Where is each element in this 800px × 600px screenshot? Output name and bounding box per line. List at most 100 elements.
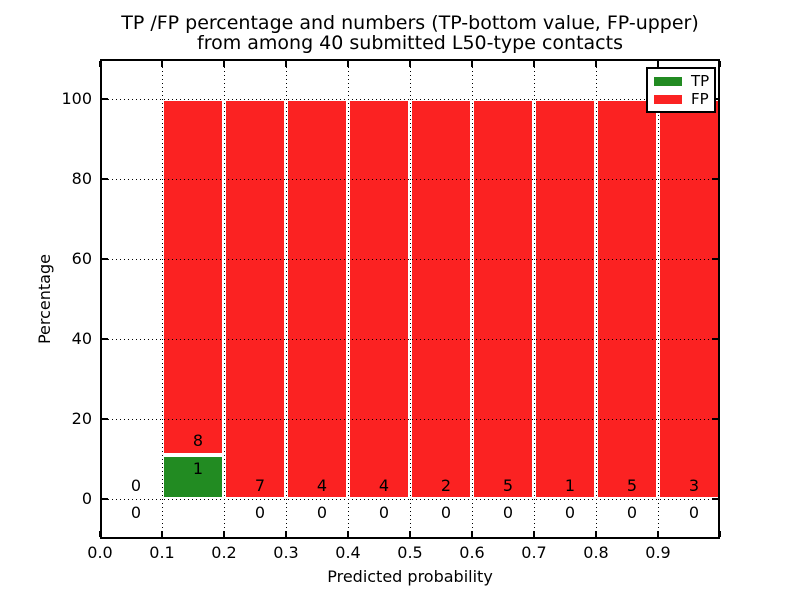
y-tick-mark: [102, 338, 108, 340]
gridline-vertical: [596, 59, 597, 539]
tp-count-label: 0: [564, 503, 576, 523]
gridline-vertical: [534, 59, 535, 539]
y-tick-label: 100: [61, 89, 92, 108]
y-tick-mark: [102, 498, 108, 500]
fp-count-label: 2: [440, 475, 452, 495]
y-axis-label: Percentage: [35, 254, 54, 345]
tp-count-label: 0: [688, 503, 700, 523]
chart-title-line2: from among 40 submitted L50-type contact…: [197, 32, 623, 54]
chart-title-line1: TP /FP percentage and numbers (TP-bottom…: [121, 12, 699, 34]
gridline-vertical: [162, 59, 163, 539]
x-tick-mark-top: [719, 61, 721, 67]
x-tick-mark: [285, 531, 287, 537]
y-tick-mark: [102, 418, 108, 420]
fp-count-label: 7: [254, 475, 266, 495]
y-tick-mark-right: [712, 418, 718, 420]
fp-bar-segment: [534, 99, 596, 499]
x-tick-mark-top: [657, 61, 659, 67]
legend-label: FP: [691, 89, 709, 108]
x-tick-mark-top: [285, 61, 287, 67]
x-tick-label: 0.8: [583, 543, 609, 562]
fp-bar-segment: [162, 99, 224, 455]
tp-count-label: 0: [502, 503, 514, 523]
gridline-vertical: [224, 59, 225, 539]
x-tick-mark: [223, 531, 225, 537]
tp-count-label: 0: [254, 503, 266, 523]
x-axis-label: Predicted probability: [327, 567, 493, 586]
fp-bar-segment: [286, 99, 348, 499]
x-tick-mark: [719, 531, 721, 537]
gridline-vertical: [658, 59, 659, 539]
tp-count-label: 0: [440, 503, 452, 523]
x-tick-mark: [533, 531, 535, 537]
x-tick-label: 0.9: [645, 543, 671, 562]
x-tick-mark: [409, 531, 411, 537]
fp-count-label: 4: [316, 475, 328, 495]
y-tick-label: 60: [71, 249, 92, 268]
legend-label: TP: [691, 71, 710, 90]
fp-count-label: 5: [626, 475, 638, 495]
x-tick-mark: [161, 531, 163, 537]
y-tick-mark-right: [712, 338, 718, 340]
tp-count-label: 0: [378, 503, 390, 523]
gridline-vertical: [286, 59, 287, 539]
tp-count-label: 0: [130, 503, 142, 523]
x-tick-mark: [657, 531, 659, 537]
x-tick-mark-top: [533, 61, 535, 67]
x-tick-mark: [99, 531, 101, 537]
fp-bar-segment: [472, 99, 534, 499]
y-tick-label: 80: [71, 169, 92, 188]
tp-swatch: [654, 76, 682, 86]
x-tick-label: 0.7: [521, 543, 547, 562]
x-tick-mark-top: [223, 61, 225, 67]
x-tick-label: 0.4: [335, 543, 361, 562]
fp-swatch: [654, 94, 682, 104]
gridline-vertical: [410, 59, 411, 539]
fp-count-label: 8: [192, 431, 204, 451]
x-tick-mark-top: [595, 61, 597, 67]
x-tick-label: 0.3: [273, 543, 299, 562]
x-tick-mark: [595, 531, 597, 537]
x-tick-label: 0.6: [459, 543, 485, 562]
tp-bar-segment: [162, 454, 224, 499]
y-tick-mark-right: [712, 498, 718, 500]
fp-bar-segment: [596, 99, 658, 499]
gridline-vertical: [348, 59, 349, 539]
fp-bar-segment: [658, 99, 720, 499]
gridline-vertical: [472, 59, 473, 539]
x-tick-mark: [347, 531, 349, 537]
tp-count-label: 0: [626, 503, 638, 523]
y-tick-label: 40: [71, 329, 92, 348]
legend: TP FP: [646, 67, 716, 113]
chart-title: TP /FP percentage and numbers (TP-bottom…: [90, 13, 730, 53]
x-tick-mark-top: [409, 61, 411, 67]
legend-entry-fp: FP: [654, 89, 709, 108]
x-tick-mark-top: [347, 61, 349, 67]
tp-count-label: 1: [192, 459, 204, 478]
x-tick-label: 0.2: [211, 543, 237, 562]
fp-bar-segment: [410, 99, 472, 499]
fp-count-label: 4: [378, 475, 390, 495]
y-tick-mark: [102, 98, 108, 100]
x-tick-label: 0.5: [397, 543, 423, 562]
fp-count-label: 3: [688, 475, 700, 495]
y-tick-mark: [102, 258, 108, 260]
x-tick-label: 0.0: [87, 543, 113, 562]
x-tick-mark-top: [161, 61, 163, 67]
x-tick-label: 0.1: [149, 543, 175, 562]
y-tick-label: 0: [81, 489, 92, 508]
x-tick-mark: [471, 531, 473, 537]
fp-bar-segment: [224, 99, 286, 499]
y-tick-label: 20: [71, 409, 92, 428]
y-tick-mark-right: [712, 178, 718, 180]
y-tick-mark-right: [712, 258, 718, 260]
fp-bar-segment: [348, 99, 410, 499]
y-tick-mark: [102, 178, 108, 180]
fp-count-label: 1: [564, 475, 576, 495]
legend-entry-tp: TP: [654, 71, 710, 90]
fp-count-label: 5: [502, 475, 514, 495]
fp-count-label: 0: [130, 475, 142, 495]
x-tick-mark-top: [471, 61, 473, 67]
